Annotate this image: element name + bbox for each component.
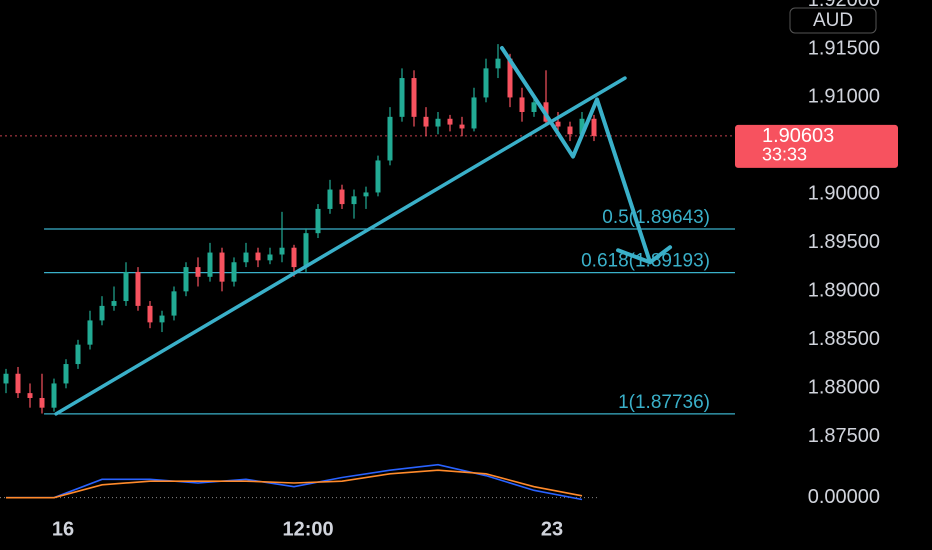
candle-body [375, 160, 381, 193]
candle-body [315, 208, 321, 234]
y-tick-label: 1.91000 [808, 86, 880, 108]
candle-body [231, 262, 237, 282]
candle-body [267, 254, 273, 261]
last-price-label: 1.90603 [762, 125, 834, 147]
candle-body [363, 192, 369, 197]
candle-body [183, 267, 189, 292]
candle-body [147, 305, 153, 323]
currency-label: AUD [813, 10, 853, 31]
candle-body [111, 301, 117, 306]
candle-body [327, 189, 333, 209]
x-tick-label: 16 [52, 518, 74, 540]
candle-body [243, 252, 249, 263]
candle-body [471, 97, 477, 129]
candle-body [495, 58, 501, 69]
y-tick-label: 0.00000 [808, 486, 880, 508]
candle-body [135, 271, 141, 306]
candle-body [483, 68, 489, 98]
y-tick-label: 1.88000 [808, 377, 880, 399]
candle-body [555, 121, 561, 127]
x-tick-label: 23 [541, 518, 563, 540]
indicator-line [6, 469, 583, 499]
candle-body [411, 78, 417, 117]
indicator-line [6, 463, 583, 501]
candle-body [339, 189, 345, 205]
candle-body [423, 116, 429, 127]
candle-body [15, 373, 21, 394]
y-tick-label: 1.87500 [808, 425, 880, 447]
candle-body [219, 252, 225, 282]
y-tick-label: 1.90000 [808, 183, 880, 205]
y-tick-label: 1.89500 [808, 231, 880, 253]
candle-body [291, 247, 297, 268]
x-tick-label: 12:00 [282, 518, 333, 540]
candle-body [171, 291, 177, 316]
arrow-head [616, 245, 673, 265]
candle-body [51, 383, 57, 408]
candle-body [195, 267, 201, 277]
candle-body [87, 320, 93, 345]
candle-body [123, 271, 129, 302]
y-tick-label: 1.88500 [808, 328, 880, 350]
candle-body [39, 397, 45, 408]
y-tick-label: 1.92000 [808, 0, 880, 11]
candle-body [27, 393, 33, 398]
candle-body [303, 233, 309, 268]
fib-label: 0.5(1.89643) [602, 207, 710, 228]
candle-body [447, 118, 453, 125]
candle-body [591, 118, 597, 136]
candle-body [507, 58, 513, 98]
last-price-box [735, 124, 898, 168]
currency-badge [789, 7, 877, 34]
fib-label: 1(1.87736) [618, 392, 710, 413]
candle-body [399, 78, 405, 117]
candle-body [3, 373, 9, 384]
candle-body [351, 196, 357, 205]
candle-body [207, 252, 213, 277]
y-tick-label: 1.89000 [808, 280, 880, 302]
candle-body [387, 116, 393, 161]
candle-body [459, 124, 465, 129]
candle-body [75, 344, 81, 365]
candle-body [159, 315, 165, 323]
candle-body [63, 364, 69, 384]
candle-body [567, 126, 573, 135]
projection-path [499, 46, 653, 265]
candle-body [531, 102, 537, 112]
candle-body [579, 118, 585, 135]
candle-body [519, 97, 525, 112]
y-tick-label: 1.91500 [808, 37, 880, 59]
candle-body [99, 305, 105, 321]
candle-body [255, 252, 261, 261]
candle-body [279, 247, 285, 255]
trendline [54, 76, 627, 416]
countdown-label: 33:33 [762, 145, 807, 165]
candle-body [435, 118, 441, 127]
